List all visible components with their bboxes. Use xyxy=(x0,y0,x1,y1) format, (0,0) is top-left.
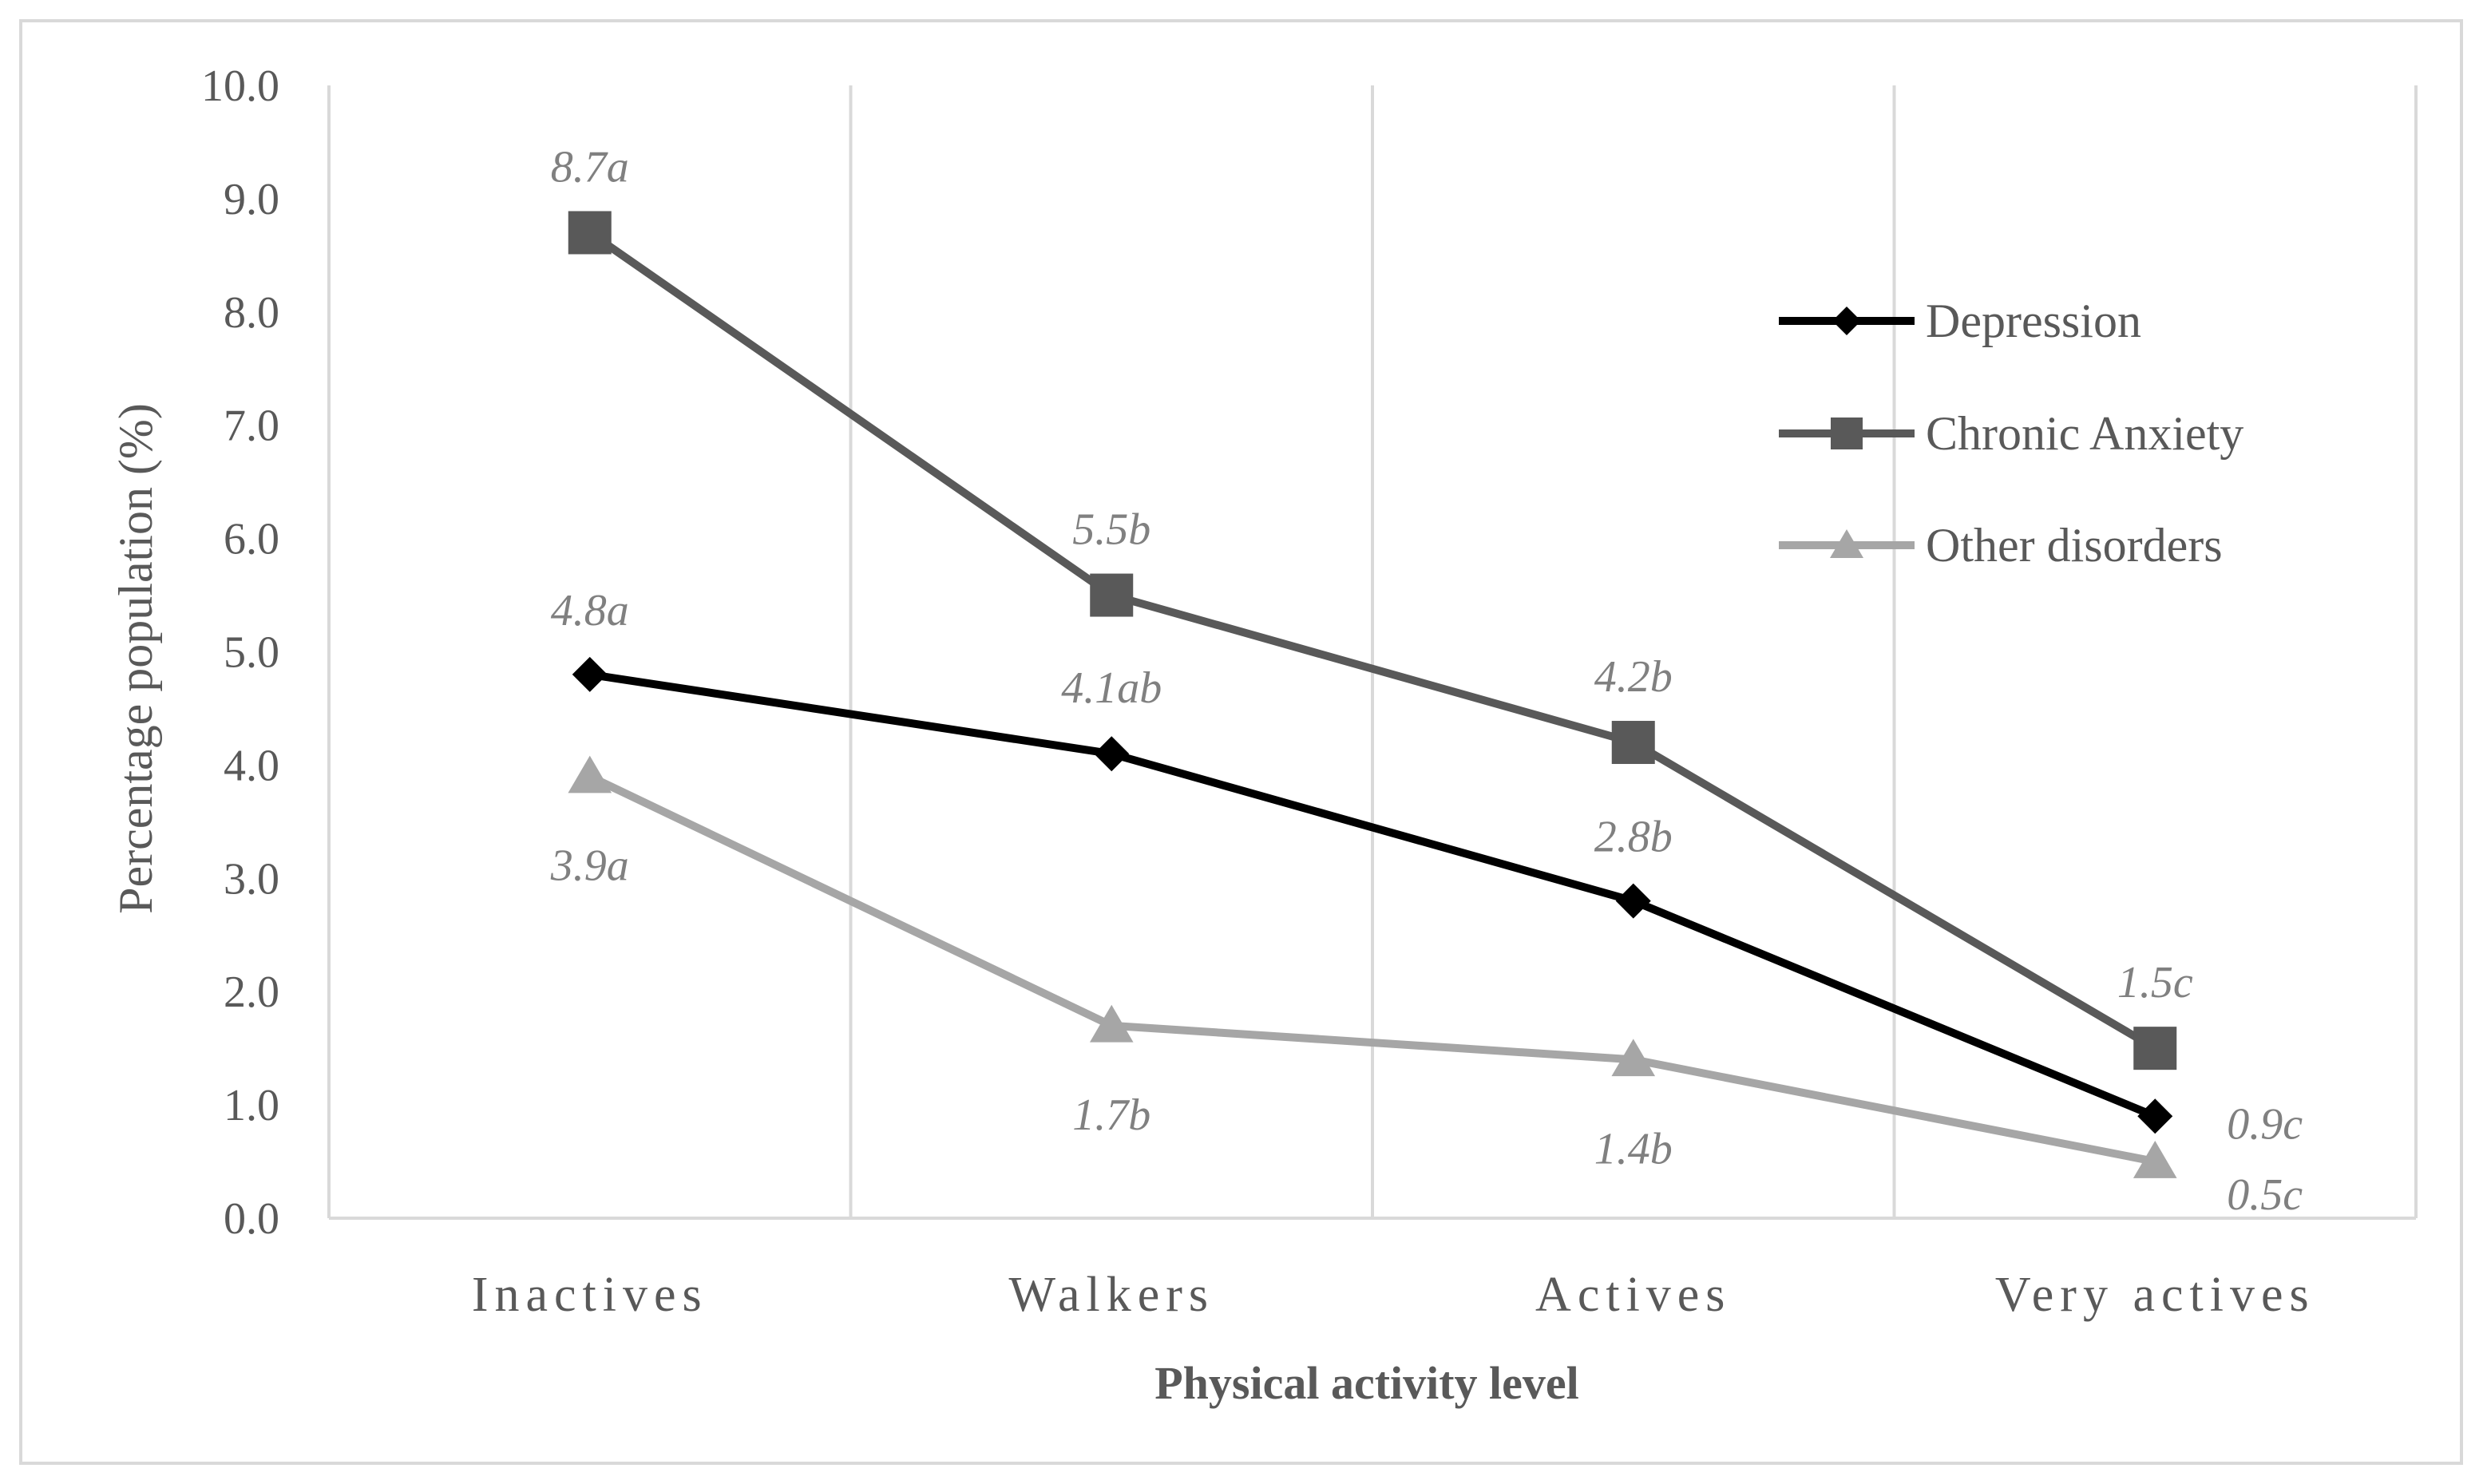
y-tick-label: 10.0 xyxy=(201,61,279,111)
data-label-depression: 0.9c xyxy=(2227,1099,2303,1149)
data-label-chronic-anxiety: 5.5b xyxy=(1072,505,1150,555)
series-line-other-disorders xyxy=(588,773,2156,1165)
axis-layer: 0.0 1.0 2.0 3.0 4.0 5.0 6.0 7.0 8.0 9.0 10.0 Inacti… xyxy=(201,61,2416,1322)
data-label-other-disorders: 0.5c xyxy=(2227,1170,2303,1220)
y-axis-title: Percentage population (%) xyxy=(109,403,162,914)
data-point-depression xyxy=(572,656,608,692)
legend-label-other-disorders: Other disorders xyxy=(1926,519,2223,572)
y-tick-label: 2.0 xyxy=(224,968,279,1017)
data-label-other-disorders: 3.9a xyxy=(550,841,629,891)
data-point-depression xyxy=(1615,883,1651,919)
legend-marker-depression xyxy=(1832,307,1861,335)
data-point-other-disorders xyxy=(568,755,612,793)
data-label-chronic-anxiety: 1.5c xyxy=(2117,958,2193,1007)
legend: Depression Chronic Anxiety Other disorders xyxy=(1779,295,2243,572)
data-label-other-disorders: 1.7b xyxy=(1072,1090,1150,1140)
legend-label-depression: Depression xyxy=(1926,295,2141,347)
data-point-chronic-anxiety xyxy=(2133,1027,2177,1070)
y-tick-label: 9.0 xyxy=(224,175,279,224)
series-layer xyxy=(568,211,2177,1178)
grid-layer xyxy=(327,85,2418,1218)
data-point-other-disorders xyxy=(2133,1141,2177,1178)
data-label-other-disorders: 1.4b xyxy=(1594,1124,1673,1173)
x-tick-label: Walkers xyxy=(1008,1268,1214,1322)
data-point-chronic-anxiety xyxy=(1090,573,1134,617)
x-tick-label: Inactives xyxy=(472,1268,708,1322)
x-axis-title: Physical activity level xyxy=(1154,1357,1579,1409)
series-line-depression xyxy=(588,670,2157,1120)
data-label-layer: 4.8a 4.1ab 2.8b 0.9c 8.7a 5.5b 4.2b 1.5c 3.9a 1.7… xyxy=(550,142,2303,1220)
x-tick-label: Very actives xyxy=(1995,1268,2315,1322)
legend-label-chronic-anxiety: Chronic Anxiety xyxy=(1926,407,2243,460)
data-label-depression: 2.8b xyxy=(1594,813,1673,862)
legend-marker-chronic-anxiety xyxy=(1831,417,1863,449)
legend-marker-other-disorders xyxy=(1830,529,1863,558)
y-tick-label: 1.0 xyxy=(224,1081,279,1130)
data-point-depression xyxy=(2137,1098,2173,1134)
data-point-other-disorders xyxy=(1611,1039,1656,1077)
y-tick-label: 7.0 xyxy=(224,402,279,451)
data-label-depression: 4.8a xyxy=(551,586,629,635)
y-tick-label: 8.0 xyxy=(224,288,279,338)
series-line-chronic-anxiety xyxy=(587,229,2157,1052)
x-tick-label: Actives xyxy=(1535,1268,1731,1322)
y-tick-label: 0.0 xyxy=(224,1194,279,1244)
y-tick-label: 5.0 xyxy=(224,628,279,678)
y-tick-label: 3.0 xyxy=(224,854,279,904)
y-tick-label: 6.0 xyxy=(224,515,279,564)
data-label-depression: 4.1ab xyxy=(1061,663,1162,713)
data-point-chronic-anxiety xyxy=(568,211,612,255)
data-label-chronic-anxiety: 8.7a xyxy=(551,142,629,192)
data-label-chronic-anxiety: 4.2b xyxy=(1594,652,1673,702)
data-point-chronic-anxiety xyxy=(1611,721,1655,765)
data-point-depression xyxy=(1094,736,1130,772)
data-point-other-disorders xyxy=(1089,1004,1134,1043)
chart-frame xyxy=(19,19,2463,1465)
y-tick-label: 4.0 xyxy=(224,741,279,790)
